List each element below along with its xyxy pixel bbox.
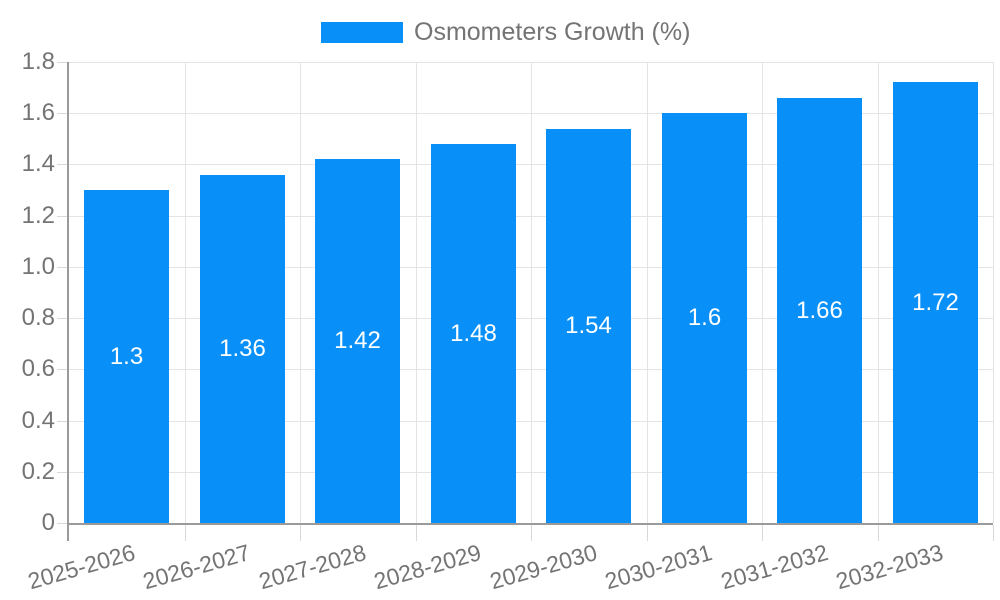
x-axis-label: 2032-2033 xyxy=(833,539,947,595)
y-axis-label: 1.8 xyxy=(21,48,55,75)
y-axis-label: 1.2 xyxy=(21,202,55,229)
y-axis-label: 1.4 xyxy=(21,150,55,177)
x-axis-line xyxy=(67,523,993,525)
bar[interactable]: 1.66 xyxy=(777,98,862,523)
y-axis-tick xyxy=(57,267,69,268)
gridline-vertical xyxy=(993,62,994,523)
y-axis-label: 1.6 xyxy=(21,99,55,126)
bar[interactable]: 1.36 xyxy=(200,175,285,523)
y-axis-label: 0 xyxy=(41,509,55,536)
legend-label: Osmometers Growth (%) xyxy=(414,18,691,46)
y-axis-label: 0.8 xyxy=(21,304,55,331)
y-axis-tick xyxy=(57,421,69,422)
bar-value-label: 1.6 xyxy=(687,304,722,331)
y-axis-label: 1.0 xyxy=(21,253,55,280)
bar[interactable]: 1.6 xyxy=(662,113,747,523)
y-axis-tick xyxy=(57,164,69,165)
x-axis-tick xyxy=(762,525,763,541)
x-axis-tick xyxy=(647,525,648,541)
bar[interactable]: 1.48 xyxy=(431,144,516,523)
bar-value-label: 1.72 xyxy=(912,288,959,316)
bar[interactable]: 1.3 xyxy=(84,190,169,523)
x-axis-tick xyxy=(878,525,879,541)
y-axis-tick xyxy=(57,62,69,63)
gridline-vertical xyxy=(647,62,648,523)
bar-value-label: 1.48 xyxy=(450,319,497,347)
x-axis-label: 2027-2028 xyxy=(255,539,369,595)
gridline-vertical xyxy=(416,62,417,523)
x-axis-tick xyxy=(993,525,994,541)
bar-value-label: 1.3 xyxy=(109,342,144,370)
y-axis-tick xyxy=(57,216,69,217)
y-axis-tick xyxy=(57,472,69,473)
y-axis-line xyxy=(67,62,69,541)
x-axis-tick xyxy=(185,525,186,541)
y-axis-label: 0.2 xyxy=(21,458,55,485)
gridline-vertical xyxy=(878,62,879,523)
bar-value-label: 1.66 xyxy=(796,296,843,324)
bar-value-label: 1.36 xyxy=(219,335,266,362)
x-axis-tick xyxy=(300,525,301,541)
y-axis-tick xyxy=(57,369,69,370)
gridline-vertical xyxy=(185,62,186,523)
y-axis-tick xyxy=(57,318,69,319)
x-axis-label: 2030-2031 xyxy=(602,539,716,595)
bar-value-label: 1.54 xyxy=(565,312,612,339)
bar-value-label: 1.42 xyxy=(334,327,381,354)
x-axis-tick xyxy=(531,525,532,541)
x-axis-label: 2028-2029 xyxy=(371,539,485,595)
x-axis-label: 2025-2026 xyxy=(24,539,138,595)
x-axis-tick xyxy=(416,525,417,541)
gridline-vertical xyxy=(300,62,301,523)
bar[interactable]: 1.72 xyxy=(893,82,978,523)
y-axis-tick xyxy=(57,113,69,114)
y-axis-label: 0.4 xyxy=(21,407,55,434)
bar[interactable]: 1.54 xyxy=(546,129,631,523)
gridline-vertical xyxy=(531,62,532,523)
gridline-vertical xyxy=(762,62,763,523)
bar[interactable]: 1.42 xyxy=(315,159,400,523)
x-axis-label: 2029-2030 xyxy=(486,539,600,595)
legend-swatch xyxy=(321,22,403,43)
x-axis-label: 2026-2027 xyxy=(140,539,254,595)
y-axis-label: 0.6 xyxy=(21,355,55,382)
x-axis-label: 2031-2032 xyxy=(717,539,831,595)
legend[interactable]: Osmometers Growth (%) xyxy=(321,19,690,46)
y-axis-tick xyxy=(57,523,69,524)
